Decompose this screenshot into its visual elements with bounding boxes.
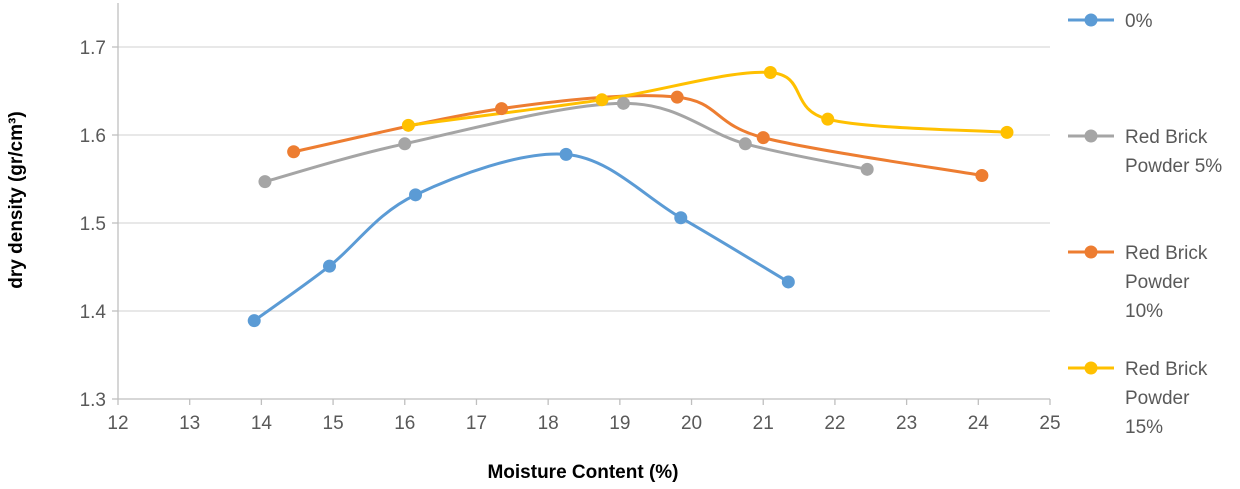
x-axis-title: Moisture Content (%) [487,462,678,483]
data-point [409,188,423,202]
series-line [264,101,868,184]
y-tick-label: 1.6 [80,126,106,147]
y-axis-title: dry density (gr/cm³) [6,111,27,288]
x-tick-label: 17 [466,413,487,434]
y-tick-label: 1.3 [80,390,106,411]
legend-marker [1084,13,1098,27]
y-tick-labels: 1.3 1.4 1.5 1.6 1.7 [80,38,107,411]
legend-label: 15% [1125,417,1163,438]
data-point [763,66,777,80]
gridlines [118,46,1050,312]
x-tick-label: 18 [538,413,559,434]
data-point [781,275,795,289]
legend-label: Powder [1125,272,1190,293]
data-point [258,175,272,189]
data-point [738,137,752,151]
data-point [616,96,630,110]
x-tick-label: 14 [251,413,273,434]
legend: 0% Red Brick Powder 5% Red Brick Powder 10% Re… [1068,11,1222,438]
legend-label: Red Brick [1125,359,1208,380]
data-point [670,90,684,104]
y-tick-label: 1.7 [80,38,106,59]
legend-marker [1084,245,1098,259]
data-point [821,112,835,126]
x-tick-label: 21 [753,413,774,434]
x-tick-label: 16 [394,413,415,434]
x-tick-label: 20 [681,413,702,434]
data-point [322,259,336,273]
x-tick-label: 13 [179,413,200,434]
data-point [756,131,770,145]
legend-label: 10% [1125,301,1163,322]
legend-label: Red Brick [1125,127,1208,148]
series-lines [253,70,1008,322]
axes [112,3,1051,405]
data-point [1000,125,1014,139]
legend-marker [1084,361,1098,375]
x-tick-label: 23 [896,413,917,434]
y-tick-label: 1.4 [80,302,107,323]
data-point [495,102,509,116]
x-tick-labels: 12 13 14 15 16 17 18 19 20 21 22 23 24 25 [107,413,1060,434]
legend-label: 0% [1125,11,1153,32]
series-line [253,152,790,322]
data-point [559,147,573,161]
series-points [247,66,1014,328]
data-point [674,211,688,225]
data-point [595,93,609,107]
x-tick-label: 22 [824,413,845,434]
data-point [247,314,261,328]
data-point [287,145,301,159]
x-tick-label: 15 [323,413,344,434]
legend-label: Red Brick [1125,243,1208,264]
data-point [401,118,415,132]
data-point [975,168,989,182]
x-tick-label: 24 [968,413,990,434]
legend-label: Powder 5% [1125,156,1222,177]
legend-label: Powder [1125,388,1190,409]
x-tick-label: 12 [107,413,128,434]
legend-marker [1084,129,1098,143]
data-point [398,137,412,151]
x-tick-label: 25 [1039,413,1060,434]
y-tick-label: 1.5 [80,214,106,235]
x-tick-label: 19 [609,413,630,434]
data-point [860,162,874,176]
